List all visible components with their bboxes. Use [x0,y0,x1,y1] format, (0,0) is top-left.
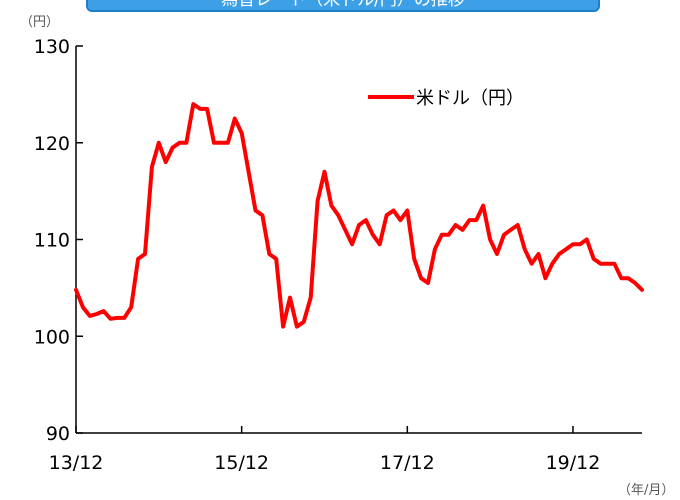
data-point [530,262,534,266]
data-point [412,257,416,261]
data-point [557,252,561,256]
data-point [571,242,575,246]
data-point [95,312,99,316]
data-point [536,252,541,256]
data-point [599,262,603,266]
y-tick-label: 100 [34,326,70,348]
data-point [440,233,444,237]
data-point [378,242,382,246]
data-point [136,257,140,261]
x-axis-unit: （年/月） [618,483,675,498]
y-axis-unit: （円） [20,15,60,30]
data-point [157,141,161,145]
data-point [219,141,223,145]
x-tick-label: 19/12 [546,452,601,474]
data-point [626,276,630,280]
data-point [343,228,347,232]
data-point [495,252,499,256]
data-point [385,213,389,217]
data-point [309,296,313,300]
legend-label: 米ドル（円） [416,88,524,109]
data-point [364,218,368,222]
chart-title: 為替レート（米ドル/円）の推移 [86,0,600,12]
data-point [426,281,430,285]
data-point [550,262,554,266]
data-point [502,233,506,237]
data-point [398,218,402,222]
data-point [585,237,589,242]
data-point [371,233,375,237]
data-point [267,252,271,256]
data-point [288,296,292,300]
y-tick-label: 130 [34,36,70,58]
data-point [171,146,175,150]
data-point [433,247,437,251]
x-tick-label: 15/12 [214,452,269,474]
data-point [447,233,451,237]
series-line-usd-jpy [74,102,644,329]
data-point [419,276,423,280]
data-point [150,165,154,169]
data-point [405,208,409,213]
data-point [240,131,244,135]
data-point [474,218,478,222]
data-point [122,316,126,320]
data-point [108,317,113,321]
data-point [260,213,264,217]
data-point [460,228,465,232]
data-point [226,141,230,145]
data-point [481,204,485,208]
data-point [488,237,492,242]
data-point [357,223,361,227]
data-point [247,170,251,174]
data-point [523,247,527,251]
data-point [253,208,258,213]
data-point [115,316,119,320]
data-point [198,107,202,111]
data-point [177,141,182,145]
data-point [391,208,396,213]
data-point [191,102,195,106]
data-point [592,257,596,261]
data-point [605,262,610,266]
data-point [509,228,513,232]
data-point [184,141,188,145]
data-point [633,281,637,285]
data-point [212,141,216,145]
data-point [164,160,168,164]
data-point [640,288,644,292]
data-point [143,252,147,256]
data-point [564,247,568,251]
data-point [295,325,299,329]
data-point [274,257,278,261]
data-point [81,305,85,309]
data-point [129,305,133,309]
y-tick-label: 110 [34,230,70,252]
data-point [281,325,285,329]
y-tick-label: 90 [46,423,70,445]
x-tick-label: 13/12 [49,452,104,474]
data-point [467,218,471,222]
data-point [578,242,582,246]
x-tick-label: 17/12 [380,452,435,474]
data-point [454,223,458,227]
data-point [74,288,78,292]
data-point [302,320,306,324]
data-point [619,276,623,280]
y-tick-label: 120 [34,133,70,155]
data-point [329,204,333,208]
data-point [350,242,354,246]
data-point [102,309,106,313]
data-point [612,262,617,266]
data-point [88,314,92,318]
data-point [516,223,520,227]
data-point [336,213,340,217]
data-point [322,170,327,174]
data-point [233,117,237,121]
data-point [316,199,320,203]
data-point [543,276,548,280]
data-point [205,107,209,111]
